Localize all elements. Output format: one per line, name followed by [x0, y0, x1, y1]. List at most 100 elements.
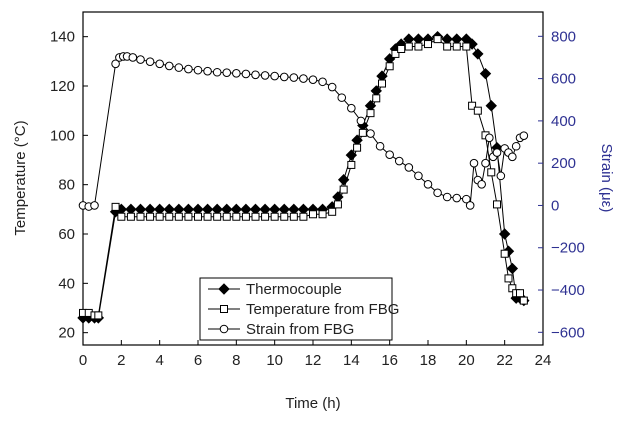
data-point [213, 212, 222, 221]
data-point [328, 207, 337, 216]
data-point [404, 163, 414, 172]
y-axis-title: Temperature (°C) [12, 120, 29, 235]
x-tick-label: 24 [535, 352, 552, 369]
data-point [174, 63, 184, 72]
data-point [347, 160, 356, 169]
data-point [299, 212, 308, 221]
data-point [155, 212, 164, 221]
data-point [145, 57, 155, 66]
data-point [128, 53, 138, 62]
data-point [479, 67, 492, 80]
data-point [378, 79, 386, 88]
data-point [136, 55, 145, 64]
x-tick-label: 2 [117, 352, 125, 369]
data-point [472, 48, 484, 60]
y-tick-label: 120 [50, 78, 75, 95]
data-point [280, 212, 289, 221]
data-point [519, 296, 528, 305]
y-tick-label: 100 [50, 127, 75, 144]
data-point [241, 212, 250, 221]
data-point [212, 67, 222, 77]
data-point [433, 35, 442, 44]
data-point [404, 42, 413, 51]
data-point [394, 156, 404, 166]
y2-axis-title: Strain (με) [598, 144, 615, 213]
data-point [424, 40, 432, 49]
legend-marker [219, 324, 229, 334]
data-point [299, 74, 308, 83]
data-point [372, 94, 381, 103]
data-point [203, 212, 212, 221]
data-point [414, 171, 423, 181]
data-point [232, 69, 241, 78]
data-point [289, 212, 298, 221]
data-point [241, 69, 251, 79]
y-tick-label: 40 [58, 275, 75, 292]
data-point [506, 262, 519, 275]
legend-marker [218, 283, 230, 295]
data-point [193, 65, 203, 75]
data-point [516, 289, 524, 298]
y2-tick-label: −600 [551, 324, 585, 341]
data-point [433, 188, 442, 198]
data-point [327, 82, 337, 92]
data-point [184, 64, 193, 74]
y-tick-label: 20 [58, 325, 75, 342]
y2-tick-label: 200 [551, 155, 576, 172]
data-point [385, 62, 394, 71]
data-point [366, 109, 375, 118]
legend-label: Strain from FBG [246, 321, 354, 338]
data-point [481, 158, 490, 168]
data-point [318, 210, 327, 219]
data-point [260, 71, 270, 80]
data-point [126, 212, 135, 221]
data-point [465, 201, 475, 210]
data-point [94, 311, 103, 320]
data-point [414, 42, 423, 51]
data-point [146, 212, 155, 221]
data-point [232, 212, 241, 221]
data-point [203, 66, 212, 76]
legend-label: Temperature from FBG [246, 301, 399, 318]
data-point [184, 212, 193, 221]
x-axis-title: Time (h) [285, 395, 340, 412]
x-tick-label: 0 [79, 352, 87, 369]
x-tick-label: 22 [496, 352, 513, 369]
series-line [82, 55, 525, 208]
data-point [466, 38, 478, 50]
legend-box [199, 277, 393, 341]
data-point [356, 116, 366, 126]
data-point [222, 212, 231, 221]
data-point [251, 70, 260, 80]
data-point [397, 45, 406, 53]
data-point [462, 194, 471, 204]
data-point [504, 274, 513, 283]
data-point [452, 42, 461, 51]
x-tick-label: 20 [458, 352, 475, 369]
x-tick-label: 12 [305, 352, 322, 369]
data-point [485, 100, 497, 112]
data-point [90, 201, 99, 210]
y2-tick-label: 800 [551, 28, 576, 45]
x-tick-label: 16 [381, 352, 398, 369]
legend-label: Thermocouple [246, 281, 342, 298]
data-point [194, 212, 202, 221]
data-point [496, 171, 506, 181]
data-point [117, 212, 126, 221]
data-point [442, 192, 452, 202]
x-tick-label: 18 [420, 352, 437, 369]
data-point [358, 128, 367, 137]
data-point [423, 180, 433, 189]
data-point [468, 101, 477, 110]
data-point [333, 200, 342, 209]
data-point [111, 202, 120, 211]
data-point [492, 148, 502, 157]
y-tick-label: 60 [58, 226, 75, 243]
data-point [270, 212, 279, 221]
data-point [279, 72, 289, 82]
data-point [473, 106, 482, 115]
data-point [270, 71, 279, 81]
x-tick-label: 14 [343, 352, 360, 369]
data-point [469, 158, 479, 168]
x-tick-label: 10 [266, 352, 283, 369]
